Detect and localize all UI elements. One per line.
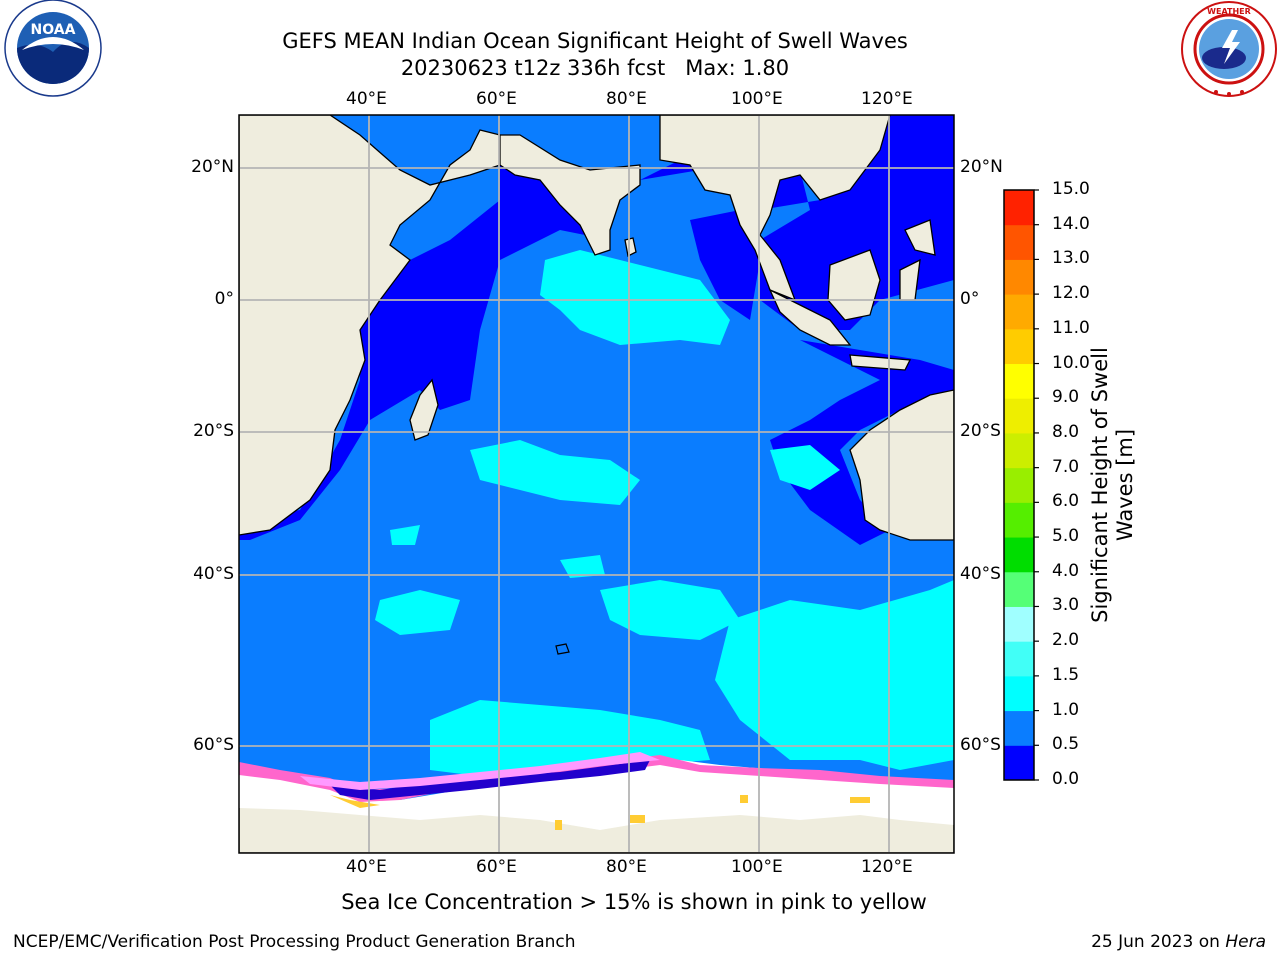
lon-label-bottom-120e: 120°E (861, 857, 913, 877)
grid-lines (239, 115, 954, 853)
footer-date: 25 Jun 2023 on Hera (1091, 932, 1266, 952)
colorbar-tick-label: 7.0 (1052, 456, 1080, 477)
colorbar-tick-label: 5.0 (1052, 526, 1080, 547)
colorbar-tick-label: 12.0 (1052, 283, 1090, 304)
lat-label-left-0: 0° (214, 289, 234, 309)
lon-label-bottom-60e: 60°E (476, 857, 517, 877)
colorbar-segment (1004, 363, 1034, 399)
lat-label-right-20n: 20°N (960, 157, 1003, 177)
colorbar-tick-label: 9.0 (1052, 387, 1080, 408)
colorbar-tick-label: 4.0 (1052, 560, 1080, 581)
lat-label-left-40s: 40°S (193, 564, 234, 584)
lon-label-top-120e: 120°E (861, 89, 913, 109)
colorbar-tick-label: 14.0 (1052, 213, 1090, 234)
national-weather-service-logo-icon: WEATHER (1181, 1, 1277, 97)
lon-label-bottom-40e: 40°E (346, 857, 387, 877)
colorbar-tick-label: 3.0 (1052, 595, 1080, 616)
colorbar-tick-label: 0.0 (1052, 769, 1080, 789)
lat-label-left-60s: 60°S (193, 735, 234, 755)
colorbar-segment (1004, 606, 1034, 642)
colorbar-segment (1004, 259, 1034, 295)
colorbar-tick-label: 10.0 (1052, 352, 1090, 373)
colorbar-segment (1004, 571, 1034, 607)
footer-date-text: 25 Jun 2023 on (1091, 932, 1226, 952)
lon-label-bottom-100e: 100°E (731, 857, 783, 877)
colorbar-segment (1004, 190, 1034, 226)
colorbar-segment (1004, 398, 1034, 434)
colorbar-segment (1004, 328, 1034, 365)
colorbar-frame (1003, 189, 1035, 781)
colorbar-segment (1004, 710, 1034, 746)
lat-label-left-20n: 20°N (191, 157, 234, 177)
colorbar-tick-label: 1.0 (1052, 699, 1080, 720)
chart-subtitle: 20230623 t12z 336h fcst Max: 1.80 (400, 56, 790, 80)
colorbar-tick-label: 13.0 (1052, 248, 1090, 269)
kerguelen-island (555, 643, 570, 655)
colorbar-segment (1004, 537, 1034, 573)
colorbar-segment (1004, 502, 1034, 538)
lat-label-right-40s: 40°S (960, 564, 1001, 584)
colorbar-title-line1: Significant Height of Swell (1088, 347, 1112, 623)
colorbar-tick-label: 15.0 (1052, 179, 1090, 199)
colorbar-segment (1004, 432, 1034, 469)
lat-label-right-60s: 60°S (960, 735, 1001, 755)
colorbar-tick-label: 2.0 (1052, 630, 1080, 651)
colorbar-segment (1004, 675, 1034, 712)
colorbar-segment (1004, 294, 1034, 330)
lon-label-top-80e: 80°E (606, 89, 647, 109)
map-frame (238, 114, 955, 854)
lat-label-right-0: 0° (960, 289, 980, 309)
lon-label-top-40e: 40°E (346, 89, 387, 109)
lon-label-bottom-80e: 80°E (606, 857, 647, 877)
colorbar-segment (1004, 641, 1034, 677)
footer-host: Hera (1225, 932, 1266, 952)
sea-ice (239, 752, 954, 830)
colorbar-tick-label: 0.5 (1052, 734, 1080, 755)
lat-label-left-20s: 20°S (193, 421, 234, 441)
colorbar-tick-label: 1.5 (1052, 664, 1080, 685)
colorbar-tick-label: 8.0 (1052, 421, 1080, 442)
colorbar-title-line2: Waves [m] (1113, 428, 1137, 542)
colorbar-segment (1004, 745, 1034, 781)
colorbar-tick-label: 11.0 (1052, 317, 1090, 338)
noaa-logo-icon: NOAA (4, 0, 102, 97)
noaa-logo-text: NOAA (31, 22, 76, 38)
chart-title: GEFS MEAN Indian Ocean Significant Heigh… (282, 29, 908, 53)
sea-ice-caption: Sea Ice Concentration > 15% is shown in … (341, 890, 927, 914)
colorbar-tick-label: 6.0 (1052, 491, 1080, 512)
lon-label-top-60e: 60°E (476, 89, 517, 109)
footer-credit: NCEP/EMC/Verification Post Processing Pr… (13, 932, 576, 952)
lat-label-right-20s: 20°S (960, 421, 1001, 441)
colorbar-segment (1004, 467, 1034, 503)
colorbar-segment (1004, 224, 1034, 260)
lon-label-top-100e: 100°E (731, 89, 783, 109)
svg-text:WEATHER: WEATHER (1207, 7, 1251, 16)
colorbar (1003, 189, 1039, 781)
